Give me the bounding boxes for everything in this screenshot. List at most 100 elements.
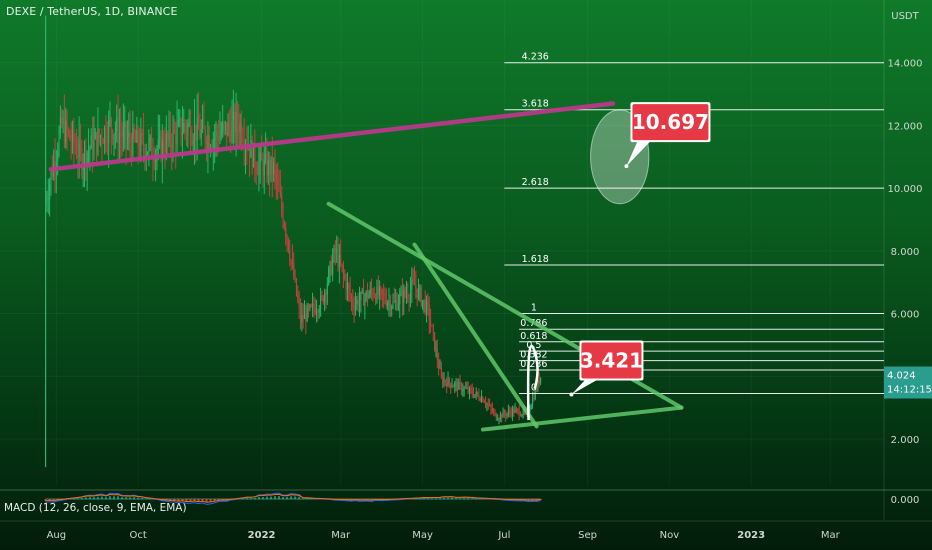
candle: [312, 292, 314, 317]
candle-body: [377, 286, 379, 296]
candle: [180, 117, 182, 147]
candle: [436, 339, 438, 369]
candle-body: [274, 162, 276, 171]
candle: [219, 111, 221, 145]
candle: [435, 340, 437, 358]
candle: [408, 293, 410, 312]
candle-body: [364, 297, 366, 306]
candle: [140, 117, 142, 163]
candle-body: [408, 297, 410, 299]
candle-body: [454, 383, 456, 387]
candle-body: [365, 291, 367, 298]
candle-body: [94, 132, 96, 139]
candle-body: [367, 291, 369, 299]
candle: [471, 383, 473, 398]
candle: [176, 100, 178, 157]
candle-body: [372, 291, 374, 297]
macd-histogram-bar: [290, 496, 293, 500]
candle-body: [269, 159, 271, 175]
candle-body: [414, 281, 416, 286]
candle: [444, 379, 446, 386]
candle-body: [507, 410, 509, 414]
symbol-title[interactable]: DEXE / TetherUS, 1D, BINANCE: [6, 5, 178, 18]
candle-body: [285, 227, 287, 236]
candle: [55, 149, 57, 194]
candle-body: [169, 126, 171, 144]
candle: [380, 285, 382, 300]
candle-body: [253, 143, 255, 168]
candle-body: [129, 132, 131, 143]
candle: [396, 292, 398, 312]
candle: [346, 272, 348, 302]
candle: [141, 128, 143, 145]
candle-body: [510, 412, 512, 416]
candle-body: [199, 129, 201, 138]
macd-histogram-bar: [125, 497, 128, 500]
macd-histogram-bar: [76, 498, 79, 500]
candle-body: [537, 379, 539, 390]
macd-zero-tick: 0.000: [891, 495, 920, 506]
candle: [490, 403, 492, 415]
macd-histogram-bar: [104, 497, 107, 500]
candle: [329, 260, 331, 283]
candle: [110, 116, 112, 155]
macd-indicator-label[interactable]: MACD (12, 26, close, 9, EMA, EMA): [4, 502, 187, 514]
candle: [203, 101, 205, 130]
candle: [507, 404, 509, 418]
candle: [392, 293, 394, 310]
candle-body: [536, 388, 538, 390]
last-price-tag: 4.024 14:12:15: [884, 366, 932, 399]
candle: [385, 288, 387, 310]
candle-body: [518, 409, 520, 416]
candle-body: [501, 414, 503, 418]
candle: [90, 128, 92, 150]
candle: [403, 284, 405, 315]
candle-body: [286, 235, 288, 239]
candle: [314, 298, 316, 316]
candle-body: [180, 118, 182, 137]
candle: [494, 408, 496, 417]
candle-body: [242, 140, 244, 144]
candle-body: [63, 119, 65, 143]
x-tick-label: Mar: [821, 530, 841, 541]
candle: [487, 398, 489, 410]
candle-body: [329, 262, 331, 270]
trendline-resistance: [48, 101, 616, 172]
candle-body: [411, 280, 413, 290]
candle-body: [423, 299, 425, 301]
candle-body: [151, 136, 153, 157]
candle-body: [314, 308, 316, 314]
candle: [261, 135, 263, 161]
candle: [350, 293, 352, 312]
candle-body: [470, 387, 472, 390]
candle-body: [422, 300, 424, 305]
candle: [236, 101, 238, 148]
candle-body: [427, 300, 429, 305]
candle-body: [75, 147, 77, 156]
candle: [117, 94, 119, 161]
candle-body: [309, 305, 311, 309]
candle: [391, 304, 393, 317]
candle: [310, 303, 312, 308]
candle-body: [403, 290, 405, 304]
candle-body: [239, 122, 241, 133]
candle: [293, 252, 295, 280]
candle-body: [263, 158, 265, 176]
candle: [298, 290, 300, 319]
candle-body: [306, 306, 308, 322]
candle-body: [51, 171, 53, 177]
candle-body: [279, 191, 281, 196]
candle: [509, 406, 511, 418]
candle: [206, 135, 208, 162]
candle: [97, 107, 99, 157]
candle-body: [61, 117, 63, 125]
candle-body: [185, 126, 187, 132]
candle: [328, 265, 330, 286]
candle-body: [428, 304, 430, 321]
candle: [143, 113, 145, 163]
candle-body: [363, 290, 365, 306]
candle-body: [134, 137, 136, 143]
macd-histogram-bar: [100, 496, 103, 500]
